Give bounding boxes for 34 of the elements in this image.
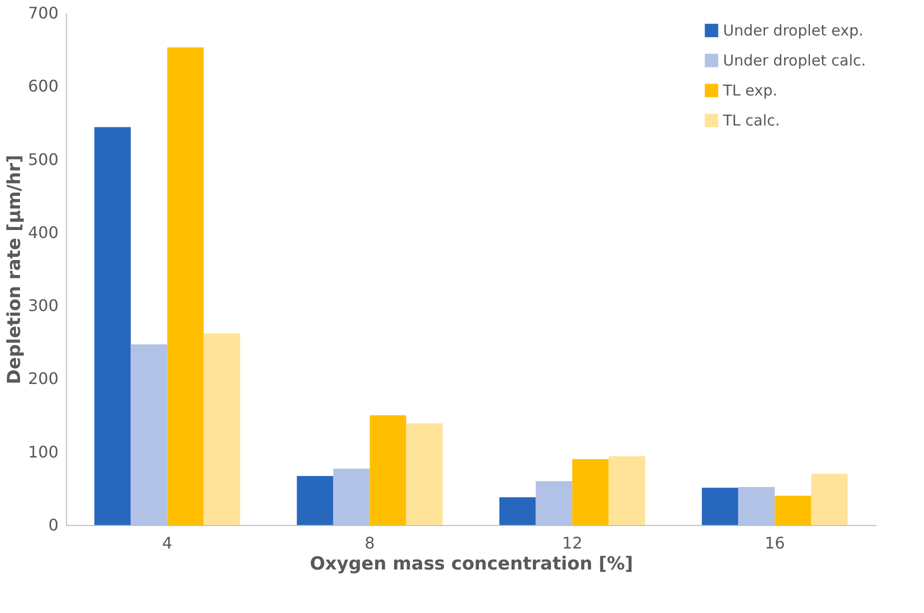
bar: [167, 47, 204, 525]
bar: [333, 468, 370, 525]
bar: [94, 127, 131, 525]
bar: [774, 496, 812, 525]
bar: [406, 423, 443, 525]
bar: [572, 459, 609, 525]
legend-label: TL calc.: [722, 112, 780, 130]
bar: [296, 476, 334, 525]
y-tick-label: 0: [48, 516, 58, 534]
y-axis-title: Depletion rate [μm/hr]: [4, 154, 25, 384]
legend-label: Under droplet exp.: [723, 22, 864, 40]
x-tick-label: 16: [764, 534, 785, 552]
bar: [738, 486, 775, 525]
bar: [499, 497, 536, 525]
legend-label: TL exp.: [722, 82, 778, 100]
bar: [130, 344, 168, 525]
bar: [536, 481, 572, 525]
y-tick-label: 100: [28, 442, 58, 462]
bar: [608, 456, 646, 525]
y-tick-label: 400: [28, 222, 58, 242]
y-tick-label: 300: [28, 296, 58, 316]
legend-label: Under droplet calc.: [723, 52, 866, 70]
bar: [811, 474, 848, 525]
bar: [204, 333, 240, 525]
y-tick-label: 600: [28, 76, 58, 96]
bar: [370, 415, 406, 525]
y-tick-label: 500: [28, 150, 58, 169]
y-tick-label: 200: [28, 369, 58, 388]
y-tick-label: 700: [28, 4, 58, 22]
x-axis-title: Oxygen mass concentration [%]: [310, 554, 634, 574]
x-tick-label: 8: [364, 534, 375, 552]
x-tick-label: 4: [162, 534, 172, 552]
x-tick-label: 12: [562, 534, 582, 552]
bar: [702, 488, 738, 525]
